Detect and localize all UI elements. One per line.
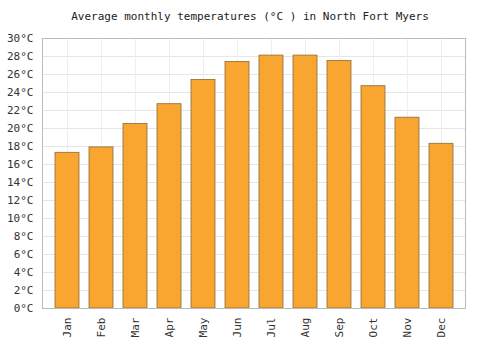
- svg-text:Apr: Apr: [163, 317, 176, 337]
- svg-text:Nov: Nov: [401, 317, 414, 337]
- svg-text:2°C: 2°C: [14, 284, 34, 297]
- svg-text:10°C: 10°C: [7, 212, 34, 225]
- svg-text:20°C: 20°C: [7, 122, 34, 135]
- svg-text:May: May: [197, 317, 210, 337]
- svg-text:16°C: 16°C: [7, 158, 34, 171]
- svg-text:24°C: 24°C: [7, 86, 34, 99]
- html-text:Average monthly temperatures (: Average monthly temperatures (°C ) in No…: [71, 10, 429, 23]
- svg-text:Dec: Dec: [435, 318, 448, 338]
- svg-text:26°C: 26°C: [7, 68, 34, 81]
- svg-text:18°C: 18°C: [7, 140, 34, 153]
- svg-text:22°C: 22°C: [7, 104, 34, 117]
- svg-text:30°C: 30°C: [7, 32, 34, 45]
- svg-text:Feb: Feb: [95, 318, 108, 338]
- svg-text:Sep: Sep: [333, 318, 346, 338]
- svg-text:Aug: Aug: [299, 318, 312, 338]
- svg-text:4°C: 4°C: [14, 266, 34, 279]
- svg-text:Oct: Oct: [367, 318, 380, 338]
- svg-text:12°C: 12°C: [7, 194, 34, 207]
- svg-text:Jun: Jun: [231, 318, 244, 338]
- svg-text:Jul: Jul: [265, 318, 278, 338]
- svg-text:14°C: 14°C: [7, 176, 34, 189]
- svg-text:Mar: Mar: [129, 317, 142, 337]
- svg-text:Jan: Jan: [61, 318, 74, 338]
- svg-text:0°C: 0°C: [14, 302, 34, 315]
- svg-text:28°C: 28°C: [7, 50, 34, 63]
- svg-text:8°C: 8°C: [14, 230, 34, 243]
- svg-text:6°C: 6°C: [14, 248, 34, 261]
